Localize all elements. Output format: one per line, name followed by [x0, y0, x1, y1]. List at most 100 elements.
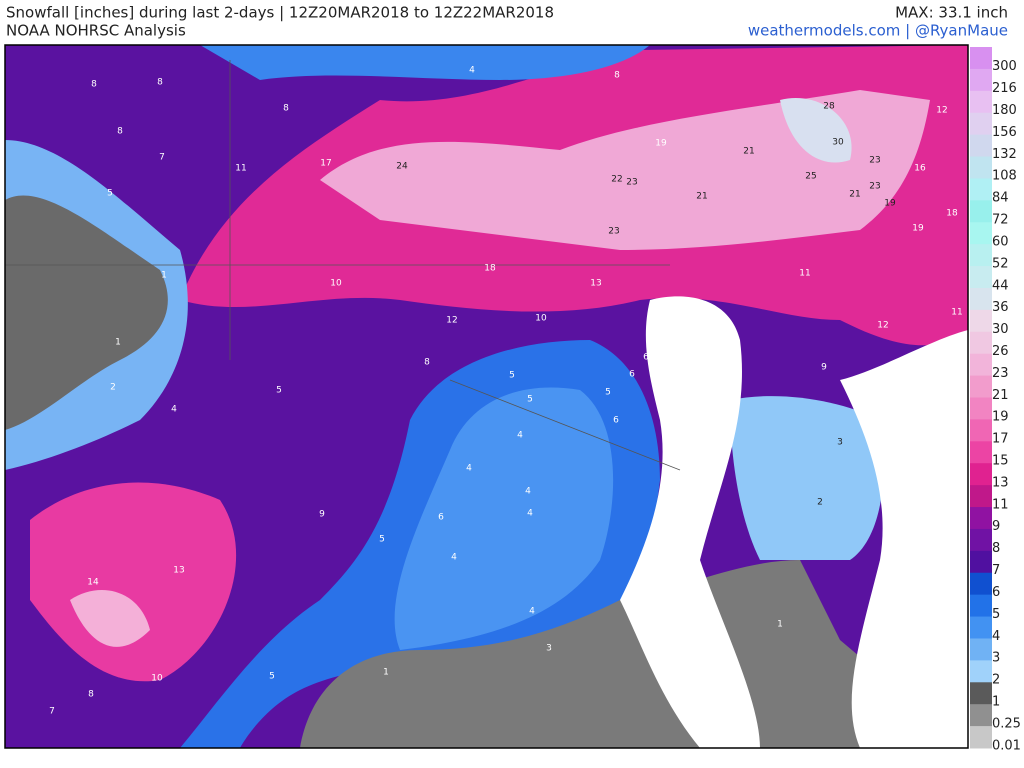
colorbar-cell — [970, 419, 992, 442]
snow-value-label: 2 — [817, 498, 823, 508]
snow-field — [780, 98, 852, 163]
colorbar-cell — [970, 200, 992, 223]
colorbar-label: 19 — [992, 410, 1009, 425]
colorbar-label: 44 — [992, 278, 1009, 293]
colorbar-label: 5 — [992, 607, 1000, 622]
snow-field — [30, 482, 237, 682]
colorbar-cell — [970, 704, 992, 727]
snow-value-label: 8 — [88, 690, 94, 700]
snow-value-label: 21 — [696, 192, 707, 202]
snow-value-label: 12 — [446, 316, 457, 326]
snow-value-label: 6 — [629, 370, 635, 380]
credit: weathermodels.com | @RyanMaue — [748, 22, 1008, 40]
snow-value-label: 23 — [869, 156, 880, 166]
colorbar-cell — [970, 375, 992, 398]
snow-value-label: 6 — [438, 513, 444, 523]
snow-value-label: 22 — [611, 175, 622, 185]
snow-field — [730, 396, 884, 560]
snow-value-label: 18 — [484, 264, 496, 274]
snow-value-label: 19 — [655, 139, 667, 149]
snow-value-label: 5 — [276, 386, 282, 396]
snow-value-label: 1 — [777, 620, 783, 630]
snow-value-label: 8 — [424, 358, 430, 368]
colorbar-cell — [970, 47, 992, 70]
colorbar-cell — [970, 266, 992, 289]
snow-field — [200, 45, 650, 80]
colorbar-label: 23 — [992, 366, 1009, 381]
snow-value-label: 30 — [832, 138, 844, 148]
snow-value-label: 17 — [320, 159, 331, 169]
colorbar-label: 15 — [992, 454, 1009, 469]
colorbar-cell — [970, 550, 992, 574]
snow-value-label: 6 — [643, 353, 649, 363]
snow-value-label: 10 — [535, 314, 547, 324]
snow-value-label: 9 — [821, 363, 827, 373]
map-frame — [4, 44, 969, 749]
snow-value-label: 1 — [383, 668, 389, 678]
snow-value-label: 3 — [837, 438, 843, 448]
snow-value-label: 5 — [527, 395, 533, 405]
snow-value-label: 21 — [849, 190, 860, 200]
colorbar-cell — [970, 638, 992, 661]
snow-value-label: 25 — [805, 172, 816, 182]
snow-value-label: 4 — [466, 464, 472, 474]
snow-value-label: 11 — [951, 308, 962, 318]
snow-value-label: 5 — [509, 371, 515, 381]
colorbar-cell — [970, 397, 992, 420]
max-value: MAX: 33.1 inch — [895, 4, 1008, 22]
colorbar-label: 72 — [992, 213, 1009, 228]
snow-value-label: 4 — [517, 431, 523, 441]
snow-value-label: 9 — [319, 510, 325, 520]
colorbar-label: 9 — [992, 519, 1000, 534]
snow-value-label: 12 — [877, 321, 888, 331]
colorbar-cell — [970, 178, 992, 201]
colorbar: 3002161801561321088472605244363026232119… — [970, 47, 1021, 753]
colorbar-cell — [970, 353, 992, 377]
colorbar-cell — [970, 156, 992, 179]
snow-value-label: 10 — [330, 279, 342, 289]
colorbar-label: 0.01 — [992, 738, 1021, 753]
subtitle: NOAA NOHRSC Analysis — [6, 22, 186, 40]
colorbar-cell — [970, 594, 992, 618]
colorbar-cell — [970, 660, 992, 683]
snow-value-label: 4 — [171, 405, 177, 415]
colorbar-label: 3 — [992, 651, 1000, 666]
colorbar-cell — [970, 441, 992, 464]
snow-value-label: 13 — [173, 566, 184, 576]
snow-value-label: 16 — [914, 164, 926, 174]
snow-value-label: 13 — [590, 279, 601, 289]
snow-value-label: 4 — [451, 553, 457, 563]
snow-value-label: 11 — [235, 164, 246, 174]
colorbar-label: 30 — [992, 322, 1009, 337]
colorbar-cell — [970, 68, 992, 92]
colorbar-label: 13 — [992, 475, 1009, 490]
colorbar-cell — [970, 90, 992, 114]
header: Snowfall [inches] during last 2-days | 1… — [6, 4, 1008, 40]
snow-value-label: 7 — [159, 153, 165, 163]
colorbar-label: 26 — [992, 344, 1009, 359]
colorbar-label: 17 — [992, 432, 1009, 447]
snow-value-label: 4 — [469, 66, 475, 76]
colorbar-label: 180 — [992, 103, 1017, 118]
colorbar-cell — [970, 463, 992, 486]
snow-value-label: 5 — [379, 535, 385, 545]
snow-value-label: 1 — [161, 271, 167, 281]
snow-value-label: 18 — [946, 209, 958, 219]
snow-value-label: 23 — [608, 227, 619, 237]
water-land — [840, 330, 968, 748]
colorbar-label: 4 — [992, 629, 1000, 644]
snow-value-label: 4 — [527, 509, 533, 519]
title: Snowfall [inches] during last 2-days | 1… — [6, 4, 554, 22]
snow-value-label: 6 — [613, 416, 619, 426]
snow-field — [320, 90, 930, 250]
colorbar-label: 156 — [992, 125, 1017, 140]
colorbar-cell — [970, 222, 992, 245]
colorbar-cell — [970, 287, 992, 311]
snow-value-label: 19 — [884, 199, 896, 209]
colorbar-label: 60 — [992, 234, 1009, 249]
colorbar-label: 0.25 — [992, 716, 1021, 731]
snow-value-label: 23 — [626, 178, 637, 188]
